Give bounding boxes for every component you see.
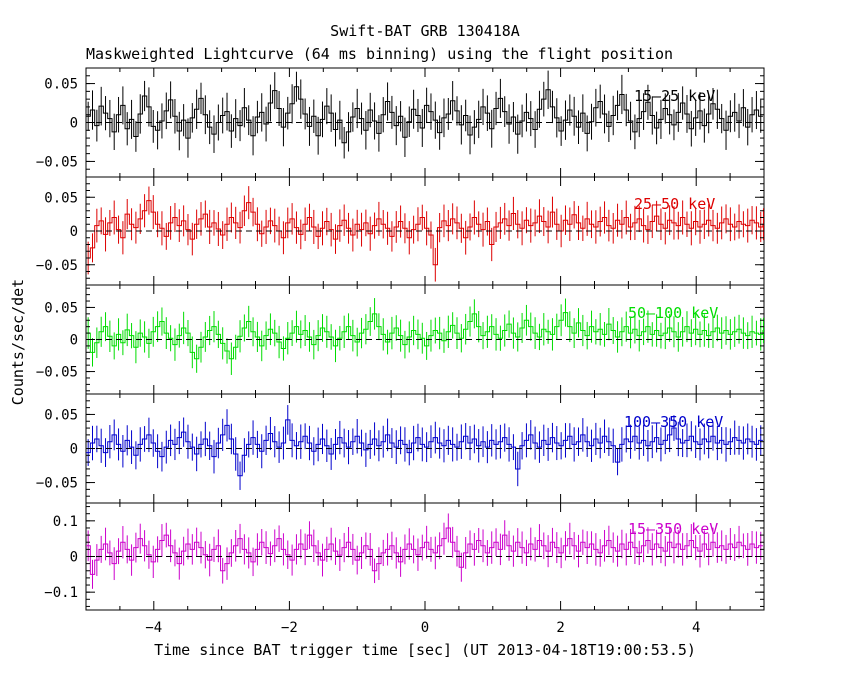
panel-1: −0.05 0 0.05 25–50 keV — [36, 176, 765, 286]
x-tick-label: −2 — [281, 620, 298, 636]
x-tick-label: −4 — [145, 620, 162, 636]
band-label: 15–350 keV — [628, 520, 718, 538]
y-tick-label: −0.05 — [36, 476, 78, 492]
band-label: 25–50 keV — [634, 195, 715, 213]
y-tick-label: 0 — [70, 116, 78, 132]
chart-subtitle: Maskweighted Lightcurve (64 ms binning) … — [86, 45, 673, 63]
series-line — [86, 527, 763, 575]
x-tick-label: 4 — [692, 620, 700, 636]
series-line — [86, 200, 764, 266]
y-tick-label: 0 — [70, 550, 78, 566]
y-tick-label: 0.1 — [53, 514, 78, 530]
x-tick-label: 0 — [421, 620, 429, 636]
band-label: 100–350 keV — [624, 413, 723, 431]
panel-2: −0.05 0 0.05 50–100 keV — [36, 284, 765, 395]
panel-0: −0.05 0 0.05 15–25 keV — [36, 67, 765, 178]
x-axis-label: Time since BAT trigger time [sec] (UT 20… — [154, 641, 696, 659]
x-tick-label: 2 — [556, 620, 564, 636]
panel-3: −0.05 0 0.05 100–350 keV — [36, 393, 765, 504]
panel-4: −0.1 0 0.1 15–350 keV — [44, 502, 765, 611]
y-tick-label: −0.05 — [36, 258, 78, 274]
series-line — [86, 86, 763, 144]
y-tick-label: −0.1 — [44, 585, 78, 601]
y-tick-label: 0 — [70, 442, 78, 458]
y-tick-label: 0.05 — [44, 407, 78, 423]
y-tick-label: 0.05 — [44, 77, 78, 93]
y-tick-label: 0.05 — [44, 300, 78, 316]
y-axis-label: Counts/sec/det — [9, 279, 27, 405]
chart-title: Swift-BAT GRB 130418A — [330, 22, 520, 40]
band-label: 15–25 keV — [634, 87, 715, 105]
y-tick-label: 0 — [70, 224, 78, 240]
y-tick-label: 0.05 — [44, 190, 78, 206]
y-tick-label: 0 — [70, 333, 78, 349]
y-tick-label: −0.05 — [36, 365, 78, 381]
series-line — [86, 312, 764, 360]
y-tick-label: −0.05 — [36, 154, 78, 170]
series-line — [86, 419, 763, 477]
band-label: 50–100 keV — [628, 304, 718, 322]
